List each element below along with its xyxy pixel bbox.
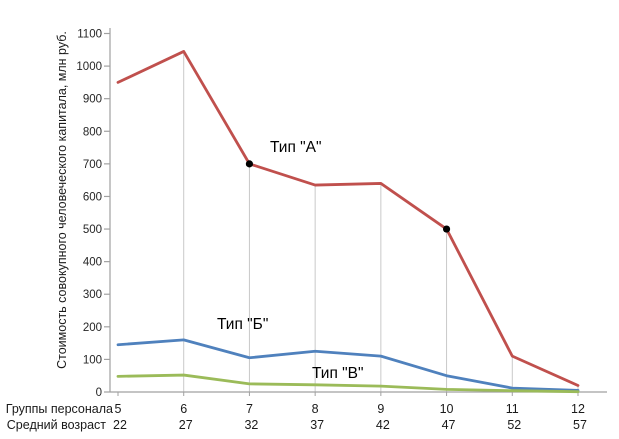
x-category-label: 11 (506, 402, 519, 416)
series-v-label: Тип "В" (312, 365, 364, 382)
y-tick-label: 500 (83, 224, 102, 236)
x-category-label: 12 (571, 402, 585, 416)
series-b-label: Тип "Б" (217, 316, 268, 333)
x-category-label: 7 (246, 402, 253, 416)
x-category-label: 6 (180, 402, 187, 416)
x-category-label: 5 (115, 402, 122, 416)
y-tick-label: 900 (83, 94, 102, 106)
x-axis-row1-label: Группы персонала (6, 402, 113, 416)
y-tick-label: 300 (83, 289, 102, 301)
x-axis-row2-label: Средний возраст (7, 418, 106, 432)
y-tick-label: 800 (83, 126, 102, 138)
x-age-label: 57 (573, 418, 587, 432)
x-category-label: 8 (312, 402, 319, 416)
x-age-label: 32 (244, 418, 258, 432)
x-age-label: 37 (310, 418, 324, 432)
x-age-label: 52 (507, 418, 521, 432)
y-tick-label: 1100 (77, 29, 102, 41)
y-tick-label: 700 (83, 159, 102, 171)
y-tick-label: 200 (83, 322, 102, 334)
y-axis-title: Стоимость совокупного человеческого капи… (55, 31, 69, 369)
y-tick-label: 1000 (76, 61, 102, 73)
y-tick-label: 400 (83, 257, 102, 269)
series-b-line (116, 338, 580, 392)
x-age-label: 47 (442, 418, 456, 432)
data-point-marker (442, 225, 451, 233)
y-tick-label: 0 (96, 387, 102, 399)
data-point-marker (245, 160, 254, 168)
y-tick-label: 600 (83, 191, 102, 203)
x-age-label: 42 (376, 418, 390, 432)
series-a-line (116, 50, 580, 387)
y-tick-label: 100 (83, 354, 102, 366)
series-a-label: Тип "А" (270, 139, 322, 156)
x-category-label: 10 (440, 402, 454, 416)
x-category-label: 9 (377, 402, 384, 416)
series-v-line (116, 373, 580, 394)
x-age-label: 22 (113, 418, 127, 432)
x-age-label: 27 (179, 418, 193, 432)
